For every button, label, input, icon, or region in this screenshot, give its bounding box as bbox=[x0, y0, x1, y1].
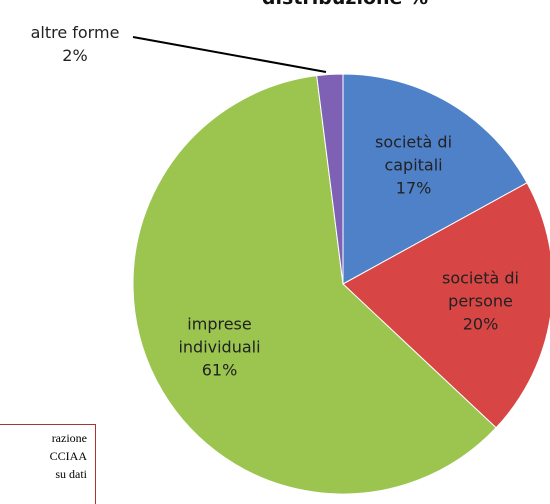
source-line: su dati bbox=[55, 467, 87, 481]
slice-label: società di persone 20% bbox=[421, 267, 541, 336]
slice-label: imprese individuali 61% bbox=[170, 312, 270, 381]
category-label: imprese individuali bbox=[178, 314, 261, 357]
source-line: CCIAA bbox=[49, 449, 87, 463]
category-label: società di capitali bbox=[375, 132, 453, 175]
value-label: 17% bbox=[395, 178, 432, 198]
value-label: 61% bbox=[201, 360, 238, 380]
leader-line bbox=[132, 36, 327, 73]
value-label: 2% bbox=[62, 46, 88, 65]
pie-slice bbox=[342, 182, 550, 429]
slice-label: altre forme 2% bbox=[15, 21, 135, 67]
source-box: razione CCIAA su dati bbox=[0, 424, 96, 504]
value-label: 20% bbox=[462, 314, 499, 334]
chart-title: distribuzione % bbox=[230, 0, 460, 9]
pie-slice bbox=[132, 75, 497, 495]
pie-slice bbox=[342, 73, 528, 285]
pie-slice bbox=[316, 73, 344, 285]
slice-label: società di capitali 17% bbox=[354, 130, 474, 199]
category-label: società di persone bbox=[442, 268, 519, 311]
category-label: altre forme bbox=[30, 23, 120, 42]
source-line: razione bbox=[51, 431, 87, 445]
